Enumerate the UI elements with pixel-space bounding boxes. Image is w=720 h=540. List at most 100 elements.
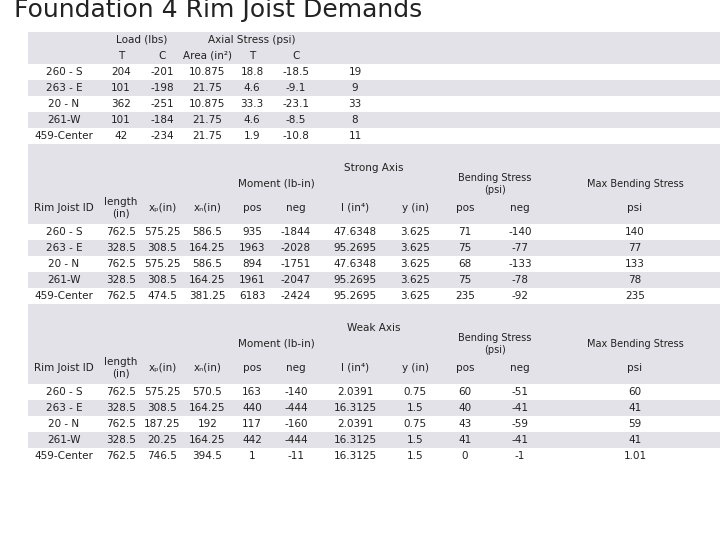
Text: 1.01: 1.01 (624, 451, 647, 461)
Text: 762.5: 762.5 (106, 419, 136, 429)
Text: 192: 192 (197, 419, 217, 429)
Text: 3.625: 3.625 (400, 275, 430, 285)
Text: 164.25: 164.25 (189, 275, 226, 285)
Text: 762.5: 762.5 (106, 291, 136, 301)
Text: 41: 41 (459, 435, 472, 445)
Text: -444: -444 (284, 435, 308, 445)
Bar (28, 160, 720, 176)
Text: 163: 163 (242, 387, 262, 397)
Text: xₙ(in): xₙ(in) (194, 363, 222, 373)
Text: 16.3125: 16.3125 (333, 403, 377, 413)
Text: 235: 235 (625, 291, 645, 301)
Text: 21.75: 21.75 (192, 131, 222, 141)
Text: 6183: 6183 (239, 291, 265, 301)
Text: 459-Center: 459-Center (35, 451, 94, 461)
Text: length
(in): length (in) (104, 197, 138, 219)
Text: 3.625: 3.625 (400, 243, 430, 253)
Text: psi: psi (627, 363, 642, 373)
Bar (28, 80, 720, 96)
Text: 68: 68 (459, 259, 472, 269)
Text: 762.5: 762.5 (106, 387, 136, 397)
Text: -1751: -1751 (281, 259, 311, 269)
Text: 0: 0 (462, 451, 468, 461)
Text: 0.75: 0.75 (403, 419, 426, 429)
Text: pos: pos (456, 363, 474, 373)
Text: Load (lbs): Load (lbs) (116, 35, 167, 45)
Text: 18.8: 18.8 (240, 67, 264, 77)
Text: 95.2695: 95.2695 (333, 275, 377, 285)
Text: 33: 33 (348, 99, 361, 109)
Text: 20 - N: 20 - N (48, 419, 80, 429)
Text: Bending Stress
(psi): Bending Stress (psi) (459, 173, 531, 195)
Text: 260 - S: 260 - S (45, 227, 82, 237)
Text: 164.25: 164.25 (189, 403, 226, 413)
Text: 71: 71 (459, 227, 472, 237)
Text: -2424: -2424 (281, 291, 311, 301)
Text: 308.5: 308.5 (148, 243, 177, 253)
Text: Moment (lb-in): Moment (lb-in) (238, 339, 315, 349)
Bar (28, 272, 720, 288)
Text: 60: 60 (629, 387, 642, 397)
Text: 328.5: 328.5 (106, 403, 136, 413)
Text: 394.5: 394.5 (192, 451, 222, 461)
Text: 746.5: 746.5 (148, 451, 177, 461)
Text: -18.5: -18.5 (282, 67, 310, 77)
Text: 16.3125: 16.3125 (333, 435, 377, 445)
Text: 20 - N: 20 - N (48, 99, 80, 109)
Text: 459-Center: 459-Center (35, 291, 94, 301)
Text: 894: 894 (242, 259, 262, 269)
Text: -8.5: -8.5 (286, 115, 306, 125)
Text: -10.8: -10.8 (282, 131, 310, 141)
Text: Axial Stress (psi): Axial Stress (psi) (208, 35, 295, 45)
Text: 1963: 1963 (239, 243, 265, 253)
Text: 263 - E: 263 - E (45, 243, 82, 253)
Text: 762.5: 762.5 (106, 227, 136, 237)
Text: 11: 11 (348, 131, 361, 141)
Text: 1.5: 1.5 (407, 451, 423, 461)
Text: 586.5: 586.5 (192, 227, 222, 237)
Text: xₙ(in): xₙ(in) (194, 203, 222, 213)
Text: -9.1: -9.1 (286, 83, 306, 93)
Text: 2.0391: 2.0391 (337, 387, 373, 397)
Text: Bending Stress
(psi): Bending Stress (psi) (459, 333, 531, 355)
Text: Area (in²): Area (in²) (183, 51, 232, 61)
Text: neg: neg (286, 203, 306, 213)
Text: 459-Center: 459-Center (35, 131, 94, 141)
Text: I (in⁴): I (in⁴) (341, 363, 369, 373)
Text: Max Bending Stress: Max Bending Stress (587, 339, 683, 349)
Bar (28, 128, 720, 144)
Text: 2.0391: 2.0391 (337, 419, 373, 429)
Bar (28, 432, 720, 448)
Text: -234: -234 (150, 131, 174, 141)
Text: 101: 101 (111, 83, 131, 93)
Bar (28, 224, 720, 240)
Text: -201: -201 (150, 67, 174, 77)
Text: 575.25: 575.25 (144, 227, 181, 237)
Text: 75: 75 (459, 275, 472, 285)
Text: 261-W: 261-W (48, 275, 81, 285)
Text: 586.5: 586.5 (192, 259, 222, 269)
Text: 3.625: 3.625 (400, 291, 430, 301)
Text: T: T (118, 51, 124, 61)
Bar (28, 112, 720, 128)
Text: 42: 42 (114, 131, 127, 141)
Text: T: T (249, 51, 255, 61)
Text: 95.2695: 95.2695 (333, 243, 377, 253)
Text: 1.9: 1.9 (243, 131, 261, 141)
Text: xₚ(in): xₚ(in) (148, 363, 176, 373)
Text: 21.75: 21.75 (192, 83, 222, 93)
Text: 762.5: 762.5 (106, 259, 136, 269)
Text: 442: 442 (242, 435, 262, 445)
Text: y (in): y (in) (402, 203, 428, 213)
Text: 9: 9 (351, 83, 359, 93)
Bar (28, 240, 720, 256)
Bar (28, 304, 720, 320)
Text: -140: -140 (508, 227, 532, 237)
Bar (28, 256, 720, 272)
Text: 1: 1 (248, 451, 256, 461)
Text: 3.625: 3.625 (400, 227, 430, 237)
Bar (28, 288, 720, 304)
Text: Strong Axis: Strong Axis (344, 163, 404, 173)
Bar (28, 64, 720, 80)
Text: neg: neg (510, 363, 530, 373)
